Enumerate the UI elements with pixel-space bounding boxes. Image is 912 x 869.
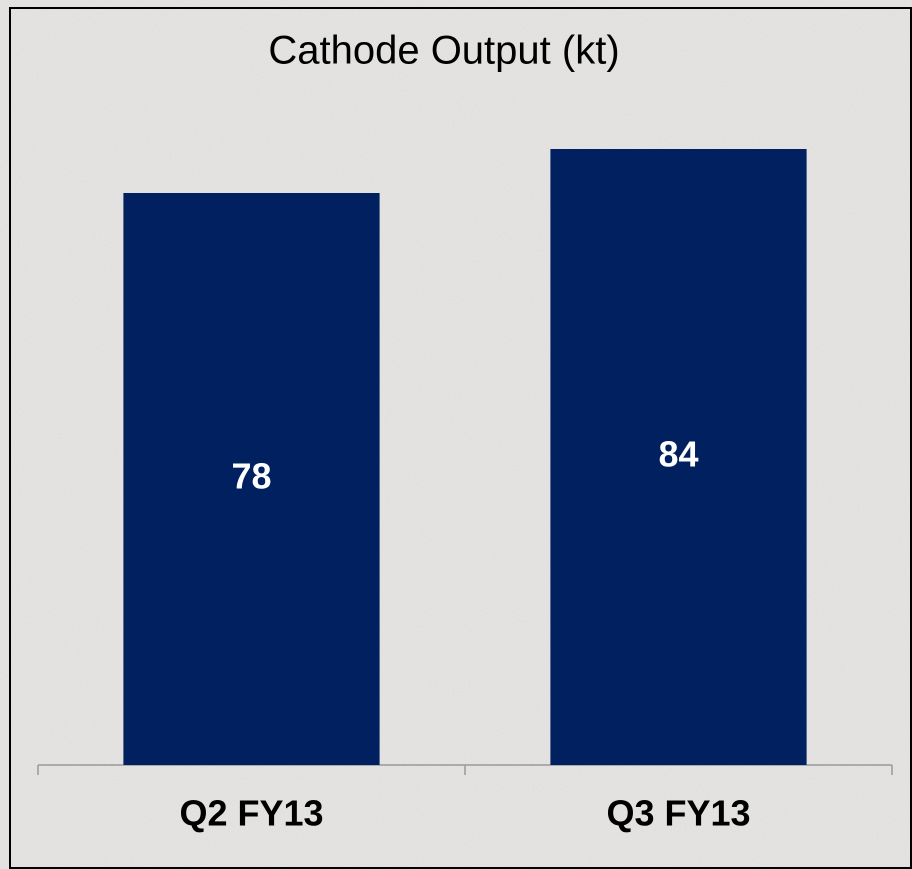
data-label: 84	[658, 434, 698, 475]
x-tick-label: Q2 FY13	[179, 793, 323, 834]
bar	[550, 149, 807, 765]
data-label: 78	[231, 456, 271, 497]
chart-title: Cathode Output (kt)	[268, 29, 619, 73]
x-tick-label: Q3 FY13	[606, 793, 750, 834]
bar	[123, 193, 380, 765]
frame	[9, 7, 912, 869]
